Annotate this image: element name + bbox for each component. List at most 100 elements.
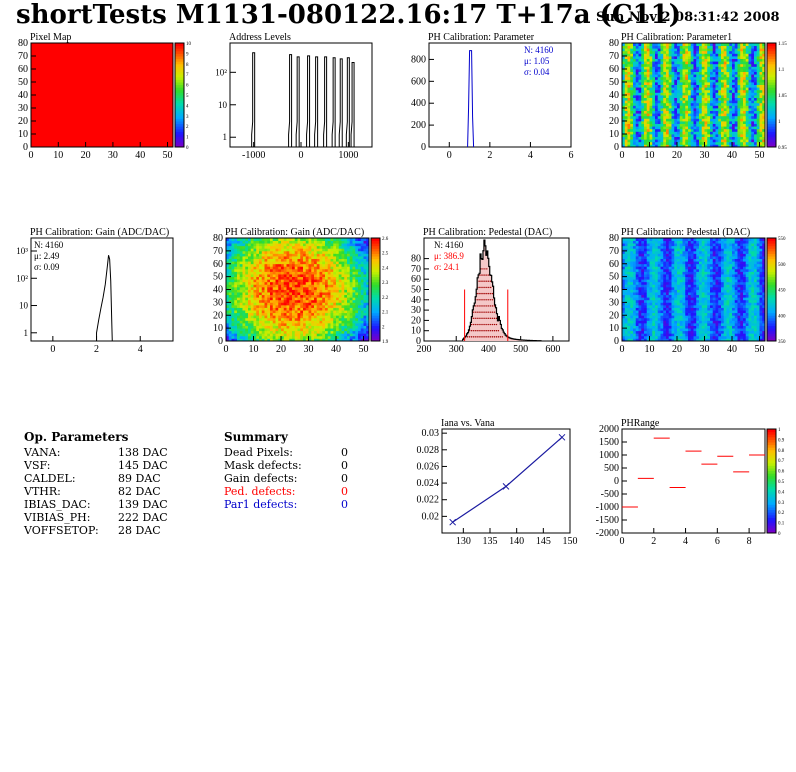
heatmap-cell [275,274,279,278]
heatmap-cell [696,105,700,109]
heatmap-cell [327,320,331,324]
heatmap-cell [657,134,661,137]
heatmap-cell [710,128,714,132]
heatmap-cell [688,92,692,96]
heatmap-cell [635,294,639,298]
heatmap-cell [283,333,287,337]
heatmap-cell [294,320,298,324]
heatmap-cell [649,284,653,288]
heatmap-cell [740,61,744,65]
heatmap-cell [663,110,667,114]
colorbar-cell [767,105,776,109]
heatmap-cell [278,322,282,326]
heatmap-cell [253,333,257,337]
heatmap-cell [677,71,681,75]
heatmap-cell [652,245,656,249]
heatmap-cell [366,256,370,259]
heatmap-cell [300,294,304,298]
heatmap-cell [671,141,675,145]
heatmap-cell [292,263,296,267]
heatmap-cell [322,250,326,254]
heatmap-cell [633,141,637,145]
heatmap-cell [297,256,301,259]
heatmap-cell [748,50,752,54]
heatmap-cell [688,134,692,137]
heatmap-cell [710,126,714,130]
heatmap-cell [311,312,315,316]
heatmap-cell [624,113,628,117]
heatmap-cell [646,243,650,247]
heatmap-cell [660,66,664,70]
heatmap-cell [646,139,650,143]
heatmap-cell [259,281,263,285]
heatmap-cell [316,304,320,308]
heatmap-cell [624,128,628,132]
heatmap-cell [666,102,670,106]
heatmap-cell [696,102,700,106]
heatmap-cell [715,144,719,148]
heatmap-cell [690,45,694,49]
heatmap-cell [355,274,359,278]
heatmap-cell [272,335,276,339]
heatmap-cell [655,89,659,93]
heatmap-cell [336,258,340,262]
heatmap-cell [627,87,631,91]
heatmap-cell [690,123,694,127]
heatmap-cell [338,333,342,337]
heatmap-cell [732,110,736,114]
heatmap-cell [234,248,238,252]
heatmap-cell [635,105,639,109]
heatmap-cell [624,276,628,280]
heatmap-cell [352,238,356,241]
heatmap-cell [363,263,367,267]
heatmap-cell [641,141,645,145]
heatmap-cell [624,69,628,72]
heatmap-cell [319,310,323,314]
heatmap-cell [740,66,744,70]
heatmap-cell [366,317,370,321]
heatmap-cell [624,328,628,332]
heatmap-cell [685,45,689,49]
heatmap-cell [638,71,642,75]
heatmap-cell [624,274,628,278]
heatmap-cell [281,304,285,308]
heatmap-cell [311,268,315,272]
heatmap-cell [635,322,639,326]
heatmap-cell [635,289,639,293]
heatmap-cell [644,253,648,257]
heatmap-cell [630,317,634,321]
heatmap-cell [729,113,733,117]
heatmap-cell [363,250,367,254]
heatmap-cell [729,105,733,109]
heatmap-cell [333,289,337,293]
heatmap-cell [718,76,722,80]
heatmap-cell [734,128,738,132]
heatmap-cell [715,79,719,83]
heatmap-cell [305,266,309,270]
heatmap-cell [723,76,727,80]
heatmap-cell [325,284,329,288]
heatmap-cell [652,79,656,83]
heatmap-cell [701,82,705,85]
heatmap-cell [366,240,370,244]
heatmap-cell [347,333,351,337]
heatmap-cell [668,66,672,70]
heatmap-cell [704,58,708,62]
heatmap-cell [762,128,766,132]
heatmap-cell [630,333,634,337]
heatmap-cell [292,322,296,326]
heatmap-cell [330,315,334,319]
heatmap-cell [319,317,323,321]
y-tick-label: 20 [18,116,28,127]
heatmap-cell [358,289,362,293]
heatmap-cell [759,128,763,132]
heatmap-cell [242,325,246,329]
heatmap-cell [745,45,749,49]
heatmap-cell [701,79,705,83]
heatmap-cell [281,271,285,275]
heatmap-cell [674,56,678,59]
heatmap-cell [305,328,309,332]
heatmap-cell [366,289,370,293]
heatmap-cell [663,79,667,83]
heatmap-cell [239,322,243,326]
